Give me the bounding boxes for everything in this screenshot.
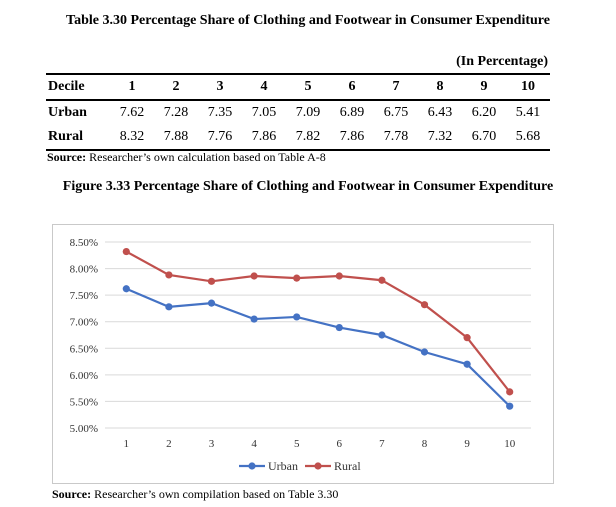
- table-cell: 7.32: [418, 125, 462, 151]
- table-row-rural: Rural 8.32 7.88 7.76 7.86 7.82 7.86 7.78…: [46, 125, 550, 151]
- table-cell: 6.89: [339, 105, 365, 120]
- x-tick-label: 10: [504, 438, 516, 450]
- column-header: 2: [154, 73, 198, 101]
- data-point-rural: [506, 388, 514, 396]
- column-header: 7: [374, 73, 418, 101]
- x-tick-label: 4: [251, 438, 257, 450]
- source-label: Source:: [52, 487, 92, 501]
- table-cell: 7.88: [154, 125, 198, 151]
- y-tick-label: 8.50%: [70, 237, 98, 249]
- y-tick-label: 7.00%: [70, 317, 98, 329]
- column-header: 10: [506, 73, 550, 101]
- data-point-rural: [293, 274, 301, 282]
- unit-note: (In Percentage): [456, 54, 548, 69]
- column-header: 8: [418, 73, 462, 101]
- y-tick-label: 5.00%: [70, 423, 98, 435]
- data-point-rural: [420, 301, 429, 309]
- data-point-urban: [122, 285, 130, 293]
- table-cell: 7.86: [330, 125, 374, 151]
- x-tick-label: 5: [294, 438, 300, 450]
- x-tick-label: 9: [464, 438, 470, 450]
- x-tick-label: 1: [124, 438, 130, 450]
- data-point-urban: [293, 313, 301, 321]
- table-source-note: Source: Researcher’s own calculation bas…: [47, 150, 326, 165]
- data-point-rural: [122, 247, 130, 256]
- table-cell: 6.70: [462, 125, 506, 151]
- table-cell: 7.05: [251, 105, 277, 120]
- series-line-rural: [125, 250, 511, 393]
- table-cell: 6.43: [427, 105, 453, 120]
- table-header-row: Decile 1 2 3 4 5 6 7 8 9 10: [46, 73, 550, 101]
- legend-marker-rural: [314, 462, 322, 470]
- legend-label-urban: Urban: [268, 459, 298, 473]
- data-point-urban: [250, 315, 258, 323]
- table-cell: 7.28: [163, 105, 189, 120]
- x-tick-label: 7: [379, 438, 385, 450]
- source-text: Researcher’s own compilation based on Ta…: [94, 487, 339, 501]
- y-tick-label: 6.00%: [70, 370, 98, 382]
- figure-title: Figure 3.33 Percentage Share of Clothing…: [62, 179, 554, 194]
- data-table: Decile 1 2 3 4 5 6 7 8 9 10 Urban 7.62 7…: [46, 73, 550, 151]
- table-row-urban: Urban 7.62 7.28 7.35 7.05 7.09 6.89 6.75…: [46, 100, 550, 125]
- table-cell: 7.76: [198, 125, 242, 151]
- x-tick-label: 3: [209, 438, 215, 450]
- chart-area: 5.00% 5.50% 6.00% 6.50% 7.00% 7.50% 8.00% 8.50%…: [52, 224, 554, 484]
- column-header: 4: [242, 73, 286, 101]
- data-point-rural: [378, 276, 386, 284]
- legend-marker-urban: [248, 462, 256, 470]
- table-cell: 6.75: [383, 105, 409, 120]
- column-header: 5: [286, 73, 330, 101]
- source-text: Researcher’s own calculation based on Ta…: [89, 150, 326, 164]
- data-point-rural: [250, 272, 258, 280]
- series-line-urban: [125, 287, 511, 407]
- column-header: 6: [330, 73, 374, 101]
- table-cell: 6.20: [471, 105, 497, 120]
- x-tick-label: 2: [166, 438, 172, 450]
- table-cell: 7.35: [207, 105, 233, 120]
- column-header: 9: [462, 73, 506, 101]
- data-point-urban: [207, 299, 216, 307]
- legend-label-rural: Rural: [334, 459, 361, 473]
- data-point-urban: [463, 360, 471, 368]
- data-point-rural: [207, 277, 216, 285]
- y-tick-label: 7.50%: [70, 290, 98, 302]
- data-point-urban: [420, 348, 429, 356]
- table-cell: 7.09: [295, 105, 321, 120]
- data-point-rural: [335, 272, 343, 280]
- data-point-urban: [335, 323, 343, 332]
- table-cell: 5.68: [506, 125, 550, 151]
- data-point-urban: [378, 331, 386, 339]
- header-label: Decile: [46, 73, 110, 101]
- data-point-urban: [165, 303, 173, 311]
- data-point-rural: [463, 334, 471, 342]
- table-cell: 7.86: [242, 125, 286, 151]
- row-label: Rural: [46, 125, 110, 151]
- x-tick-label: 8: [422, 438, 428, 450]
- y-tick-label: 6.50%: [70, 343, 98, 355]
- table-cell: 7.62: [119, 105, 145, 120]
- column-header: 1: [110, 73, 154, 101]
- source-label: Source:: [47, 150, 87, 164]
- line-chart: 5.00% 5.50% 6.00% 6.50% 7.00% 7.50% 8.00% 8.50%…: [70, 237, 531, 473]
- table-cell: 8.32: [110, 125, 154, 151]
- data-point-urban: [506, 402, 514, 410]
- data-point-rural: [165, 271, 173, 279]
- table-cell: 7.78: [374, 125, 418, 151]
- x-tick-label: 6: [337, 438, 343, 450]
- y-tick-label: 8.00%: [70, 264, 98, 276]
- row-label: Urban: [48, 105, 87, 120]
- table-cell: 5.41: [515, 105, 541, 120]
- y-tick-label: 5.50%: [70, 396, 98, 408]
- table-cell: 7.82: [286, 125, 330, 151]
- column-header: 3: [198, 73, 242, 101]
- table-title: Table 3.30 Percentage Share of Clothing …: [66, 13, 550, 28]
- figure-source-note: Source: Researcher’s own compilation bas…: [52, 487, 338, 502]
